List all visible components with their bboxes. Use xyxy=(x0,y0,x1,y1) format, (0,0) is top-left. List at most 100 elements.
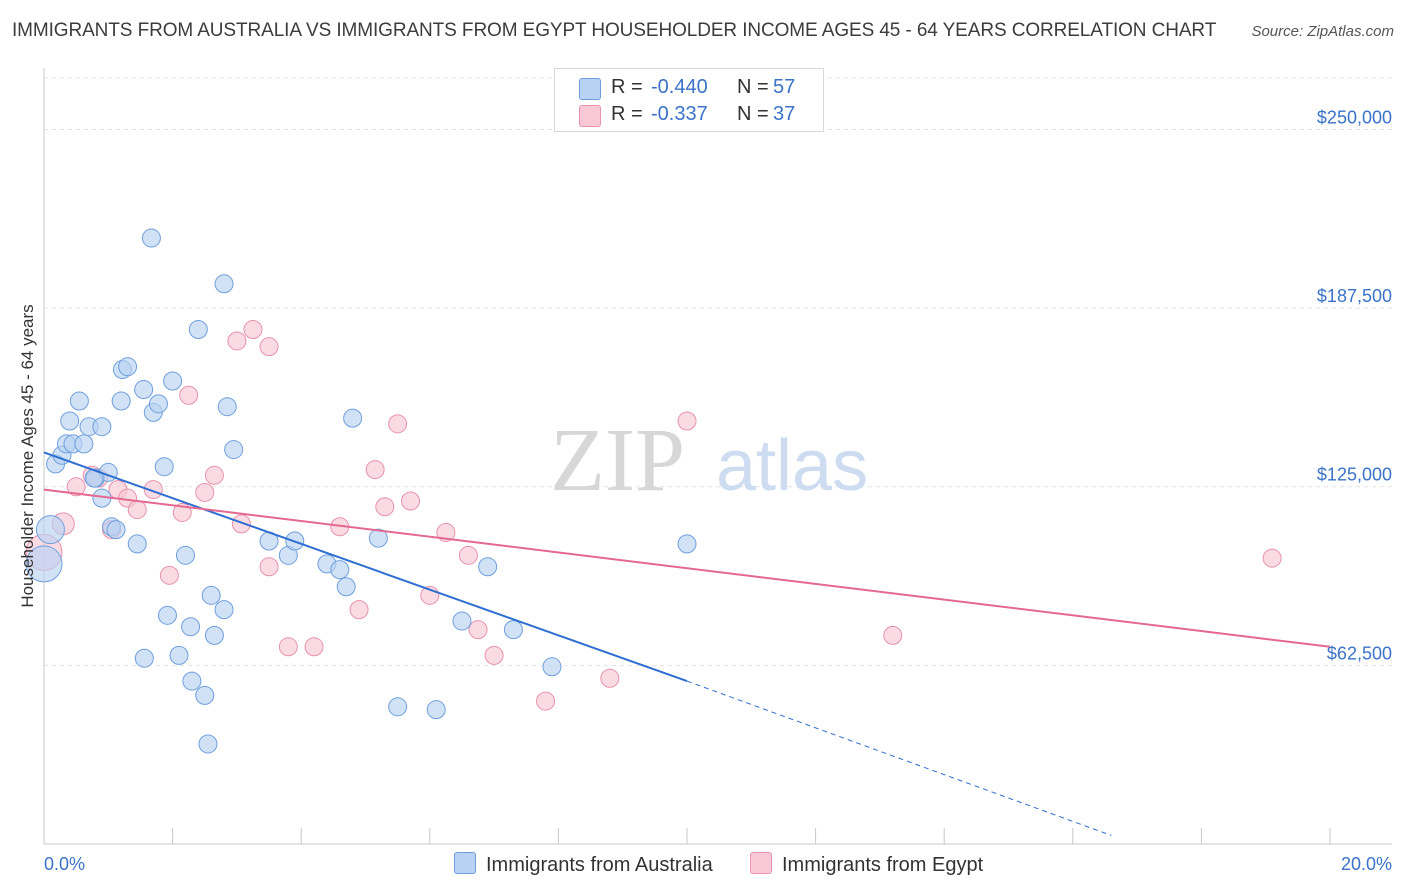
egypt-swatch xyxy=(579,105,601,127)
australia-point xyxy=(163,371,183,391)
y-tick-label: $187,500 xyxy=(1317,286,1392,306)
legend-row-egypt: R = -0.337 N = 37 xyxy=(555,100,823,128)
australia-point xyxy=(60,411,80,431)
egypt-point xyxy=(243,320,263,340)
australia-point xyxy=(204,625,224,645)
australia-point xyxy=(69,391,89,411)
x-tick-label-max: 20.0% xyxy=(1341,854,1392,874)
legend-r-label: R = xyxy=(611,103,643,125)
egypt-point xyxy=(484,645,504,665)
australia-point xyxy=(74,434,94,454)
egypt-point xyxy=(677,411,697,431)
egypt-point xyxy=(231,514,251,534)
y-tick-label: $62,500 xyxy=(1327,643,1392,663)
australia-point xyxy=(201,585,221,605)
y-tick-label: $250,000 xyxy=(1317,107,1392,127)
egypt-point xyxy=(600,668,620,688)
chart-title: IMMIGRANTS FROM AUSTRALIA VS IMMIGRANTS … xyxy=(12,20,1217,41)
egypt-point xyxy=(143,480,163,500)
australia-r-value: -0.440 xyxy=(651,76,708,98)
correlation-legend: R = -0.440 N = 57 R = -0.337 N = 37 xyxy=(554,68,824,132)
source-credit: Source: ZipAtlas.com xyxy=(1251,23,1394,40)
australia-point xyxy=(214,274,234,294)
egypt-point xyxy=(204,465,224,485)
australia-trendline-extension xyxy=(686,680,1112,836)
egypt-point xyxy=(179,385,199,405)
australia-point xyxy=(106,520,126,540)
egypt-point xyxy=(436,522,456,542)
egypt-point xyxy=(458,545,478,565)
australia-point xyxy=(336,577,356,597)
australia-point xyxy=(195,685,215,705)
australia-legend-label: Immigrants from Australia xyxy=(486,854,713,876)
legend-n-label: N = xyxy=(737,76,769,98)
egypt-n-value: 37 xyxy=(773,103,796,125)
australia-point xyxy=(503,620,523,640)
egypt-point xyxy=(259,557,279,577)
australia-point xyxy=(154,457,174,477)
legend-item-australia[interactable]: Immigrants from Australia xyxy=(454,852,713,877)
australia-point xyxy=(198,734,218,754)
egypt-point xyxy=(1262,548,1282,568)
legend-row-australia: R = -0.440 N = 57 xyxy=(555,73,823,101)
australia-point xyxy=(368,528,388,548)
egypt-legend-label: Immigrants from Egypt xyxy=(782,854,984,876)
australia-point xyxy=(330,560,350,580)
australia-points xyxy=(25,228,697,754)
legend-item-egypt[interactable]: Immigrants from Egypt xyxy=(750,852,983,877)
australia-point xyxy=(224,440,244,460)
australia-point xyxy=(542,657,562,677)
egypt-point xyxy=(304,637,324,657)
egypt-point xyxy=(883,625,903,645)
watermark-zip: ZIP xyxy=(550,411,685,510)
australia-legend-swatch xyxy=(454,852,476,874)
australia-point xyxy=(677,534,697,554)
australia-point xyxy=(343,408,363,428)
y-tick-labels: $62,500 $125,000 $187,500 $250,000 xyxy=(1317,107,1392,663)
axes xyxy=(43,68,1392,845)
australia-point xyxy=(214,600,234,620)
australia-point xyxy=(217,397,237,417)
australia-swatch xyxy=(579,78,601,100)
egypt-point xyxy=(468,620,488,640)
egypt-point xyxy=(278,637,298,657)
egypt-points xyxy=(25,320,1282,711)
australia-point xyxy=(25,545,63,583)
y-tick-label: $125,000 xyxy=(1317,465,1392,485)
australia-point xyxy=(111,391,131,411)
trend-lines xyxy=(43,451,1331,836)
y-axis-label: Householder Income Ages 45 - 64 years xyxy=(18,304,37,607)
australia-point xyxy=(478,557,498,577)
australia-point xyxy=(92,417,112,437)
australia-point xyxy=(127,534,147,554)
australia-point xyxy=(141,228,161,248)
australia-point xyxy=(169,645,189,665)
egypt-point xyxy=(375,497,395,517)
egypt-legend-swatch xyxy=(750,852,772,874)
egypt-point xyxy=(388,414,408,434)
australia-n-value: 57 xyxy=(773,76,796,98)
egypt-point xyxy=(259,337,279,357)
australia-point xyxy=(35,515,65,545)
grid-lines xyxy=(44,77,1392,666)
egypt-point xyxy=(195,482,215,502)
australia-point xyxy=(84,468,104,488)
australia-point xyxy=(134,648,154,668)
egypt-point xyxy=(401,491,421,511)
egypt-point xyxy=(66,477,86,497)
australia-trendline xyxy=(43,451,688,683)
egypt-point xyxy=(127,500,147,520)
egypt-point xyxy=(349,600,369,620)
australia-point xyxy=(388,697,408,717)
australia-point xyxy=(175,545,195,565)
australia-point xyxy=(426,700,446,720)
watermark-atlas: atlas xyxy=(716,426,868,506)
australia-point xyxy=(118,357,138,377)
egypt-point xyxy=(536,691,556,711)
egypt-trendline xyxy=(43,488,1331,648)
australia-point xyxy=(134,380,154,400)
australia-point xyxy=(148,394,168,414)
australia-point xyxy=(157,605,177,625)
x-tick-label-min: 0.0% xyxy=(44,854,85,874)
